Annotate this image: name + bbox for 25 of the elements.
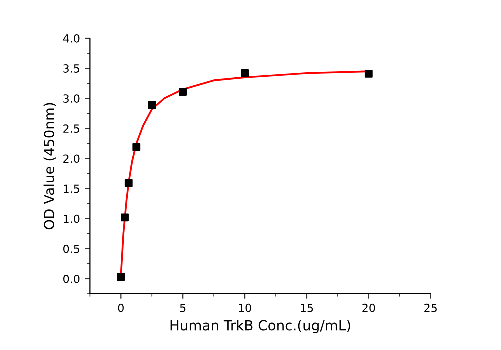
x-tick-label: 20 [362, 304, 376, 312]
x-tick-label: 0 [118, 304, 124, 312]
point [179, 88, 188, 96]
point [121, 214, 129, 222]
y-axis-title: OD Value (450nm) [44, 103, 56, 230]
point [132, 143, 141, 152]
y-tick-label: 0.0 [64, 274, 80, 284]
y-tick-label: 3.5 [64, 64, 80, 73]
x-tick-label: 10 [239, 304, 252, 312]
point [241, 69, 249, 78]
x-tick-label: 5 [180, 304, 186, 312]
y-tick-label: 3.0 [64, 94, 80, 103]
point [124, 179, 133, 188]
y-tick-label: 4.0 [63, 34, 80, 43]
point [117, 273, 126, 282]
point [364, 70, 373, 78]
y-tick-label: 2.0 [64, 154, 80, 164]
y-tick-label: 1.0 [64, 214, 80, 224]
y-tick-label: 1.5 [64, 184, 80, 194]
y-tick-label: 2.5 [64, 124, 80, 134]
y-tick-label: 0.5 [64, 244, 80, 254]
x-axis-title: Human TrkB Conc.(ug/mL) [170, 320, 350, 334]
x-tick-label: 25 [424, 304, 437, 312]
point [148, 101, 156, 110]
x-tick-label: 15 [301, 304, 314, 312]
